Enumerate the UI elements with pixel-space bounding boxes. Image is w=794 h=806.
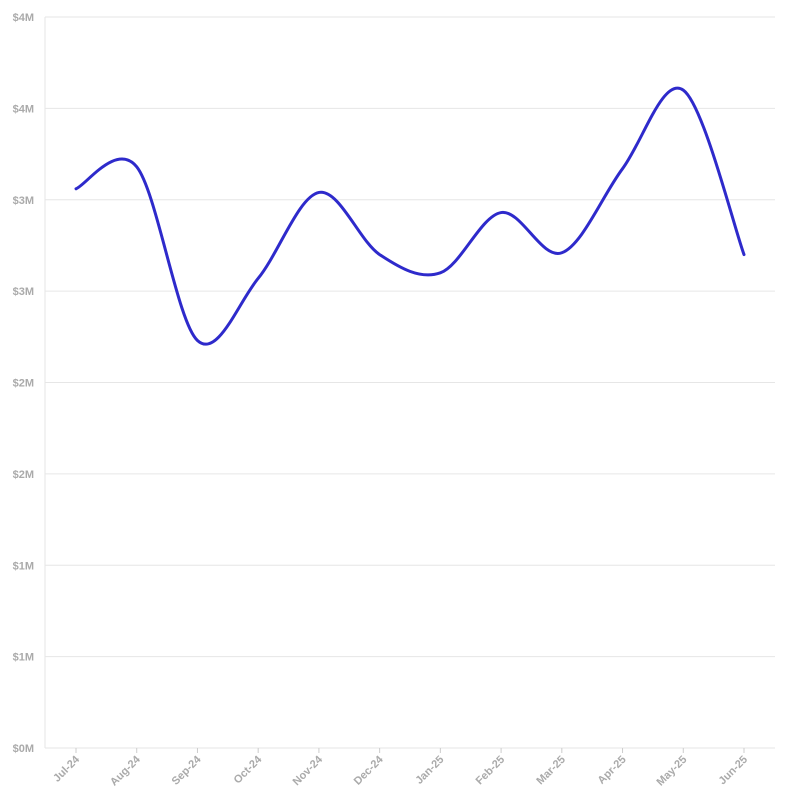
x-tick-label: Mar-25 xyxy=(534,754,568,788)
data-point xyxy=(742,253,746,257)
x-tick-label: May-25 xyxy=(655,754,690,789)
x-tick-label: Aug-24 xyxy=(108,753,143,788)
x-tick-label: Nov-24 xyxy=(291,753,326,788)
data-point xyxy=(560,251,564,255)
y-tick-label: $3M xyxy=(13,286,34,298)
data-point xyxy=(195,338,199,342)
x-tick-label: Jan-25 xyxy=(413,754,446,787)
x-axis-ticks: Jul-24 Aug-24 Sep-24 Oct-24 Nov-24 Dec-24 Jan-… xyxy=(51,748,750,788)
x-tick-label: Feb-25 xyxy=(474,754,508,788)
data-point xyxy=(681,88,685,92)
data-point xyxy=(438,271,442,275)
x-tick-label: Dec-24 xyxy=(352,753,387,788)
y-tick-label: $2M xyxy=(13,469,34,481)
y-tick-label: $4M xyxy=(13,12,34,24)
y-tick-label: $1M xyxy=(13,652,34,664)
x-tick-label: Apr-25 xyxy=(596,754,629,787)
x-tick-label: Sep-24 xyxy=(170,753,205,788)
grid-lines xyxy=(45,16,775,749)
y-tick-label: $2M xyxy=(13,378,34,390)
y-tick-label: $4M xyxy=(13,103,34,115)
data-point xyxy=(256,276,260,280)
y-axis-ticks: $0M $1M $1M $2M $2M $3M $3M $4M $4M xyxy=(13,12,34,755)
y-tick-label: $3M xyxy=(13,195,34,207)
data-point xyxy=(499,211,503,215)
data-point xyxy=(378,253,382,257)
y-tick-label: $0M xyxy=(13,743,34,755)
series-line xyxy=(74,86,746,346)
data-point xyxy=(621,167,625,171)
y-tick-label: $1M xyxy=(13,560,34,572)
data-point xyxy=(135,165,139,169)
series-group xyxy=(74,86,746,346)
data-point xyxy=(317,190,321,194)
x-tick-label: Oct-24 xyxy=(232,753,265,786)
x-tick-label: Jul-24 xyxy=(51,753,83,785)
data-point xyxy=(74,187,78,191)
x-tick-label: Jun-25 xyxy=(717,754,751,788)
